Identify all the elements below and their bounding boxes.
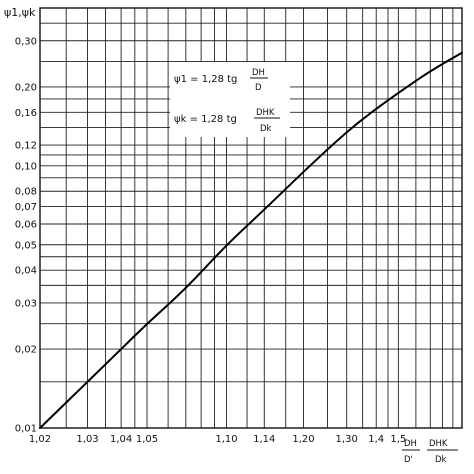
formula-2-denominator: Dk [260,124,272,134]
y-tick-label: 0,12 [15,141,37,152]
formula-2-lhs: ψk = 1,28 tg [174,114,237,125]
x-tick-label: 1,05 [136,434,158,445]
x-tick-label: 1,10 [215,434,237,445]
x-axis-label: DH D' DHK Dk [402,439,458,465]
formula-2-numerator: DHK [256,108,275,118]
x-label-2-denominator: Dk [435,455,447,465]
y-tick-label: 0,04 [15,266,37,277]
x-tick-label: 1,03 [76,434,98,445]
y-tick-label: 0,07 [15,202,37,213]
x-tick-label: 1,30 [336,434,358,445]
curve-layer [39,51,463,429]
series-line [39,51,463,429]
y-tick-label: 0,20 [15,82,37,93]
x-tick-label: 1,4 [368,434,384,445]
tick-labels: 0,30 0,20 0,16 0,12 0,10 0,08 0,07 0,06 0,05 0,04… [15,36,407,445]
y-tick-label: 0,03 [15,298,37,309]
x-label-1-denominator: D' [404,455,413,465]
y-tick-label: 0,05 [15,240,37,251]
y-tick-label: 0,02 [15,345,37,356]
formula-1-lhs: ψ1 = 1,28 tg [174,74,237,85]
plot-frame [39,7,463,429]
y-tick-label: 0,16 [15,108,37,119]
x-tick-label: 1,14 [253,434,275,445]
x-label-2-numerator: DHK [429,439,448,449]
y-tick-label: 0,10 [15,161,37,172]
x-tick-label: 1,04 [110,434,132,445]
x-tick-label: 1,02 [29,434,51,445]
y-tick-label: 0,30 [15,36,37,47]
y-axis-label: ψ1,ψk [4,6,36,19]
formula-1-numerator: DH [252,68,265,78]
formula-box-bg [170,62,290,137]
x-tick-label: 1,5 [390,434,406,445]
y-tick-label: 0,01 [15,424,37,435]
y-tick-label: 0,08 [15,187,37,198]
formula-1-denominator: D [255,83,262,93]
x-tick-label: 1,20 [292,434,314,445]
y-tick-label: 0,06 [15,219,37,230]
formula-box: ψ1 = 1,28 tg DH D ψk = 1,28 tg DHK Dk [170,62,290,137]
x-label-1-numerator: DH [404,439,417,449]
